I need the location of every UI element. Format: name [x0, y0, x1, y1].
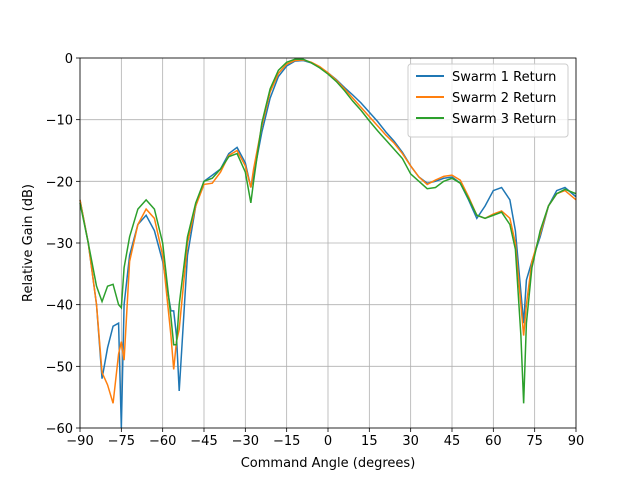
x-tick-label: −30: [232, 434, 259, 449]
x-tick-label: −60: [149, 434, 176, 449]
x-tick-label: −75: [108, 434, 135, 449]
y-tick-label: 0: [65, 52, 73, 67]
x-tick-label: 30: [402, 434, 419, 449]
plot-lines: [79, 58, 577, 429]
x-tick-label: 75: [526, 434, 543, 449]
x-tick-label: 45: [444, 434, 461, 449]
x-tick-label: 60: [485, 434, 502, 449]
x-tick-label: 0: [324, 434, 332, 449]
legend-label: Swarm 1 Return: [452, 70, 556, 85]
y-tick-label: −60: [46, 422, 73, 437]
legend-label: Swarm 2 Return: [452, 91, 556, 106]
y-tick-label: −50: [46, 360, 73, 375]
y-axis-label: Relative Gain (dB): [21, 184, 36, 302]
ticks: −90 −75 −60 −45 −30 −15 0 15 30 45 60 75 90 −60 −50 −40…: [46, 52, 585, 449]
y-tick-label: −30: [46, 237, 73, 252]
legend-label: Swarm 3 Return: [452, 112, 556, 127]
y-tick-label: −40: [46, 299, 73, 314]
y-tick-label: −10: [46, 114, 73, 129]
series-line: [79, 58, 577, 404]
x-tick-label: −45: [190, 434, 217, 449]
legend: Swarm 1 Return Swarm 2 Return Swarm 3 Retu…: [407, 63, 569, 138]
x-tick-label: 90: [568, 434, 585, 449]
x-tick-label: 15: [361, 434, 378, 449]
x-axis-label: Command Angle (degrees): [241, 456, 416, 471]
legend-box: [407, 63, 569, 138]
y-tick-label: −20: [46, 175, 73, 190]
x-tick-label: −15: [273, 434, 300, 449]
x-tick-label: −90: [66, 434, 93, 449]
